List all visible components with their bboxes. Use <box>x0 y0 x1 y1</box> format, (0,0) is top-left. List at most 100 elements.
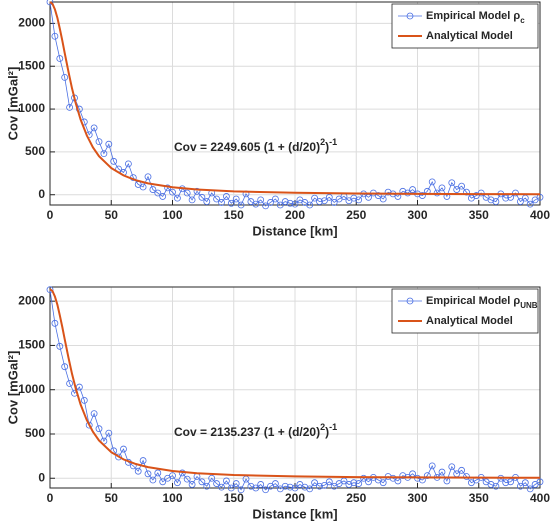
marker <box>149 186 157 193</box>
marker <box>448 179 456 187</box>
marker <box>169 472 176 480</box>
x-tick-label: 200 <box>285 208 305 222</box>
legend: Empirical Model ρUNB Analytical Model <box>391 288 539 334</box>
y-tick-label: 0 <box>38 470 45 484</box>
marker <box>316 482 323 490</box>
x-tick-label: 250 <box>346 491 366 505</box>
marker <box>487 196 495 204</box>
y-tick-label: 1500 <box>18 58 45 72</box>
x-tick-label: 350 <box>469 208 489 222</box>
marker <box>56 342 64 350</box>
marker <box>301 483 309 491</box>
marker <box>286 199 294 207</box>
marker <box>267 199 274 206</box>
marker <box>325 193 333 201</box>
x-tick-label: 400 <box>530 208 550 222</box>
x-tick-label: 300 <box>407 491 427 505</box>
marker <box>291 484 299 492</box>
y-axis-label: Cov [mGal²] <box>5 67 20 141</box>
marker <box>232 480 240 487</box>
x-tick-label: 0 <box>47 208 54 222</box>
marker <box>492 198 500 205</box>
marker <box>183 189 191 197</box>
x-tick-label: 250 <box>346 208 366 222</box>
marker <box>458 466 466 474</box>
y-tick-label: 500 <box>25 144 45 158</box>
marker <box>399 472 407 480</box>
x-tick-label: 400 <box>530 491 550 505</box>
legend-box <box>391 3 539 49</box>
marker <box>271 480 279 487</box>
marker <box>154 469 162 477</box>
marker <box>139 183 147 191</box>
marker <box>526 200 534 208</box>
marker <box>90 124 98 132</box>
marker <box>115 453 122 461</box>
marker <box>193 187 201 195</box>
marker <box>438 184 446 192</box>
marker <box>281 482 289 490</box>
series-line <box>49 1 541 196</box>
marker <box>463 473 470 480</box>
legend-subscript: c <box>520 16 525 25</box>
marker <box>458 182 466 190</box>
marker <box>418 192 426 199</box>
marker <box>188 481 196 488</box>
marker <box>95 425 103 433</box>
marker <box>66 380 73 387</box>
series-line <box>49 289 541 491</box>
marker <box>311 479 319 487</box>
marker <box>218 483 225 491</box>
marker <box>203 198 211 205</box>
series-line <box>49 1 541 207</box>
x-tick-label: 50 <box>105 208 119 222</box>
marker <box>320 481 328 489</box>
marker <box>521 479 529 487</box>
legend-name: Empirical Model ρ <box>426 10 520 22</box>
y-tick-label: 1000 <box>18 382 45 396</box>
marker <box>350 194 358 202</box>
marker <box>85 421 93 429</box>
marker <box>536 478 544 486</box>
marker <box>213 195 221 203</box>
marker <box>526 485 534 493</box>
marker <box>306 201 314 209</box>
marker <box>46 0 54 6</box>
marker <box>105 429 113 437</box>
marker <box>183 475 191 483</box>
annotation-part: -1 <box>329 137 337 147</box>
legend-label: Empirical Model ρUNB <box>426 295 538 310</box>
marker <box>517 482 524 490</box>
y-tick-label: 500 <box>25 426 45 440</box>
marker <box>144 173 152 181</box>
x-tick-label: 350 <box>469 491 489 505</box>
marker <box>46 286 54 294</box>
subplot: 0 50 100 150 200 250 300 350 400 0 500 1000 1500 2000… <box>5 286 550 521</box>
marker <box>237 201 245 209</box>
x-tick-label: 0 <box>47 491 54 505</box>
marker <box>173 479 181 487</box>
marker <box>134 467 142 475</box>
y-tick-label: 2000 <box>18 293 45 307</box>
marker <box>252 200 260 208</box>
annotation-part: 2 <box>320 422 325 432</box>
marker <box>257 196 265 204</box>
marker <box>237 486 245 494</box>
series-line <box>49 288 541 479</box>
marker <box>198 478 206 486</box>
axes-box <box>49 1 541 206</box>
legend-label: Analytical Model <box>426 315 513 327</box>
marker <box>409 186 417 193</box>
marker <box>477 189 485 197</box>
legend-name: Analytical Model <box>426 30 513 42</box>
marker <box>120 445 127 453</box>
marker <box>355 196 363 204</box>
legend: Empirical Model ρc Analytical Model <box>391 3 539 49</box>
marker <box>188 196 196 204</box>
x-tick-label: 150 <box>224 208 244 222</box>
annotation-part: Cov = 2135.237 (1 + (d/20) <box>174 425 320 439</box>
x-tick-label: 50 <box>105 491 119 505</box>
marker <box>355 480 363 487</box>
marker <box>512 189 519 197</box>
marker <box>203 482 211 490</box>
